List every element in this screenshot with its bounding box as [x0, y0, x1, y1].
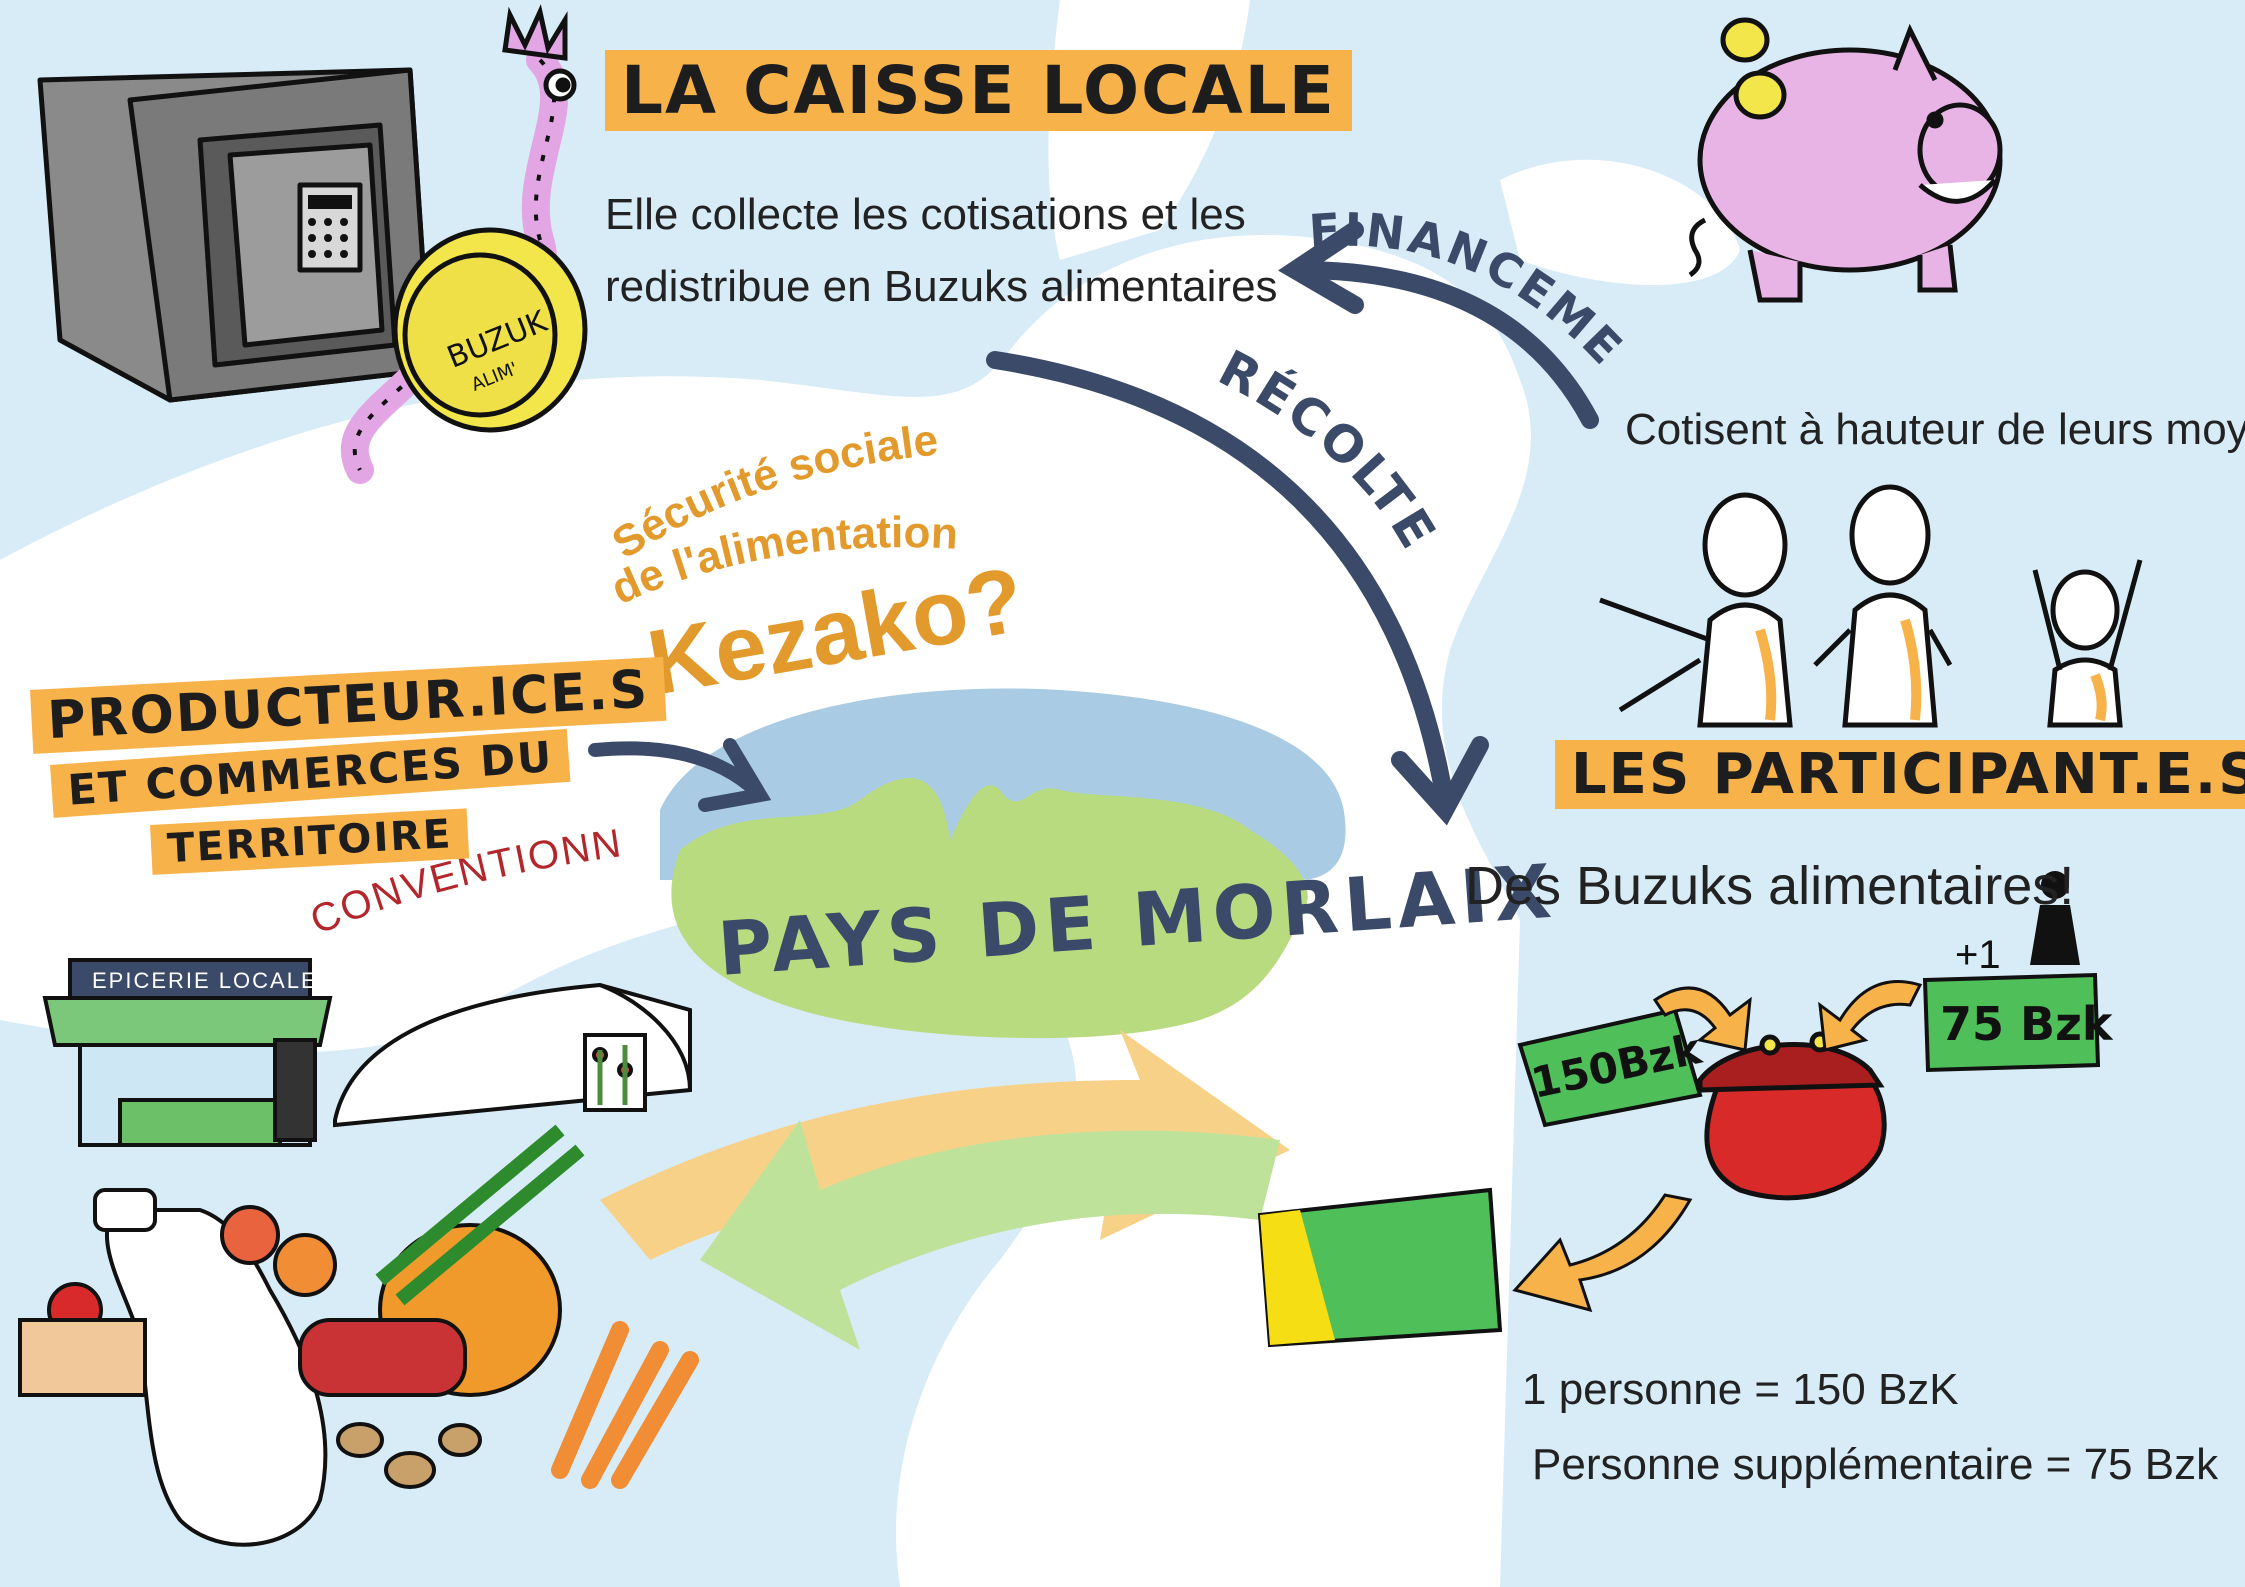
participants-stripes	[1755, 618, 2107, 722]
note-150-bg	[1517, 1007, 1703, 1128]
caisse-desc-line1: Elle collecte les cotisations et les	[605, 190, 1246, 239]
wallet-illustration	[1697, 1031, 1887, 1201]
caisse-desc-line2: redistribue en Buzuks alimentaires	[605, 262, 1278, 311]
territory-map	[660, 688, 1346, 1039]
caisse-title: LA CAISSE LOCALE	[605, 50, 1352, 131]
caisse-title-text: LA CAISSE LOCALE	[605, 50, 1352, 131]
piggy-bank-illustration	[1688, 17, 2003, 303]
buzuk-coin	[392, 227, 588, 433]
recolte-arrow	[986, 351, 1489, 826]
producers-arrow	[588, 738, 772, 812]
safe-illustration	[37, 67, 433, 403]
participants-buzuks: Des Buzuks alimentaires!	[1465, 856, 2075, 916]
financement-arrow	[1278, 221, 1599, 429]
shop-illustration	[42, 958, 333, 1147]
participants-cotisent: Cotisent à hauteur de leurs moyens	[1625, 405, 2245, 454]
participants-illustration	[1599, 484, 2143, 728]
greenhouse-illustration	[333, 982, 692, 1128]
exchange-arrows	[600, 1030, 1503, 1350]
note-75-bg	[1922, 972, 2101, 1073]
shop-sign: EPICERIE LOCALE	[92, 968, 318, 993]
participants-title-text: LES PARTICIPANT.E.S	[1555, 740, 2245, 809]
orange-arrows	[1512, 980, 1923, 1313]
rule-line2: Personne supplémentaire = 75 Bzk	[1532, 1440, 2219, 1489]
participants-title: LES PARTICIPANT.E.S	[1555, 740, 2245, 809]
rule-line1: 1 personne = 150 BzK	[1522, 1365, 1959, 1414]
plus-one-label: +1	[1955, 933, 2001, 977]
extra-person-icon	[2030, 871, 2080, 965]
food-illustration	[18, 1124, 699, 1547]
note-75-label: 75 Bzk	[1940, 997, 2114, 1051]
